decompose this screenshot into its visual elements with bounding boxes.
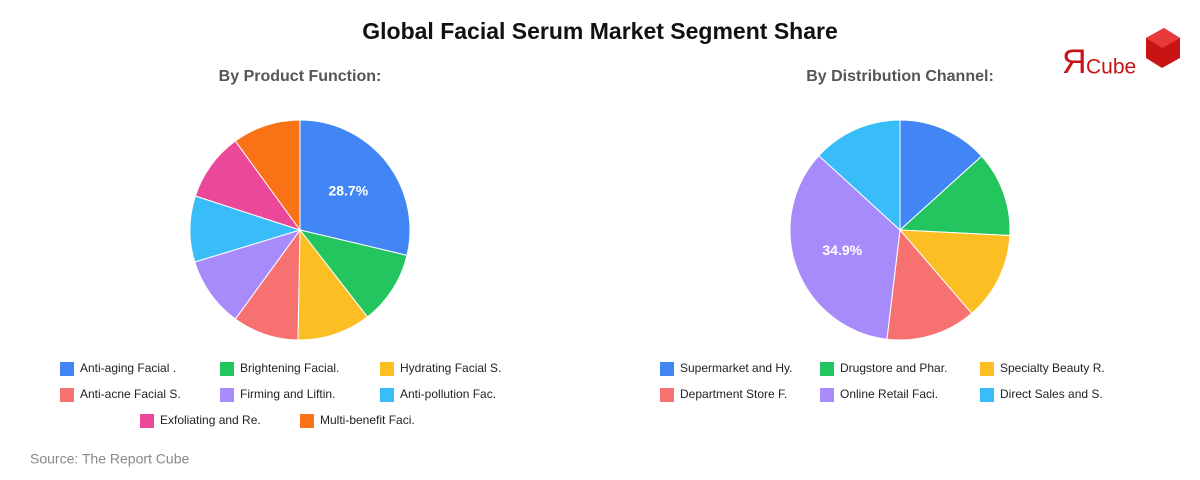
pie-slice xyxy=(898,229,1011,315)
legend-swatch xyxy=(980,362,994,376)
legend-label: Anti-acne Facial S. xyxy=(80,387,181,401)
logo-text: Cube xyxy=(1086,56,1136,79)
pie-slice xyxy=(898,155,1011,237)
legend-swatch xyxy=(60,362,74,376)
chart-subtitle: By Distribution Channel: xyxy=(806,68,994,85)
legend-swatch xyxy=(820,388,834,402)
data-label: 28.7% xyxy=(328,182,368,198)
chart-subtitle: By Product Function: xyxy=(219,68,382,85)
legend-swatch xyxy=(220,388,234,402)
logo: Я Cube xyxy=(1062,28,1180,81)
legend-label: Anti-pollution Fac. xyxy=(400,387,496,401)
legend-swatch xyxy=(140,414,154,428)
legend-label: Firming and Liftin. xyxy=(240,387,335,401)
legend-label: Hydrating Facial S. xyxy=(400,361,501,375)
pie-slice xyxy=(298,229,408,318)
legend-swatch xyxy=(660,388,674,402)
legend-label: Multi-benefit Faci. xyxy=(320,413,415,427)
pie-slice xyxy=(886,228,973,341)
legend-label: Department Store F. xyxy=(680,387,787,401)
pie-slice xyxy=(299,119,411,256)
legend-label: Specialty Beauty R. xyxy=(1000,361,1105,375)
legend-swatch xyxy=(820,362,834,376)
legend-label: Online Retail Faci. xyxy=(840,387,938,401)
page-title: Global Facial Serum Market Segment Share xyxy=(362,18,838,44)
legend-label: Drugstore and Phar. xyxy=(840,361,947,375)
pie-slice xyxy=(297,228,369,341)
pie-slice xyxy=(234,119,301,232)
legend-swatch xyxy=(380,362,394,376)
legend-label: Brightening Facial. xyxy=(240,361,339,375)
legend-swatch xyxy=(300,414,314,428)
legend-label: Supermarket and Hy. xyxy=(680,361,793,375)
data-label: 34.9% xyxy=(822,242,862,258)
legend-label: Anti-aging Facial . xyxy=(80,361,176,375)
pie-slice xyxy=(899,119,983,232)
legend-swatch xyxy=(660,362,674,376)
logo-mark: Я xyxy=(1062,43,1087,81)
logo-cube-top xyxy=(1146,28,1180,48)
legend-swatch xyxy=(380,388,394,402)
legend-swatch xyxy=(980,388,994,402)
legend-swatch xyxy=(60,388,74,402)
pie-slice xyxy=(789,155,901,340)
legend-label: Exfoliating and Re. xyxy=(160,413,261,427)
legend-label: Direct Sales and S. xyxy=(1000,387,1103,401)
source: Source: The Report Cube xyxy=(30,451,189,467)
pie-slice xyxy=(818,119,901,232)
legend-swatch xyxy=(220,362,234,376)
pie-slice xyxy=(194,229,302,320)
